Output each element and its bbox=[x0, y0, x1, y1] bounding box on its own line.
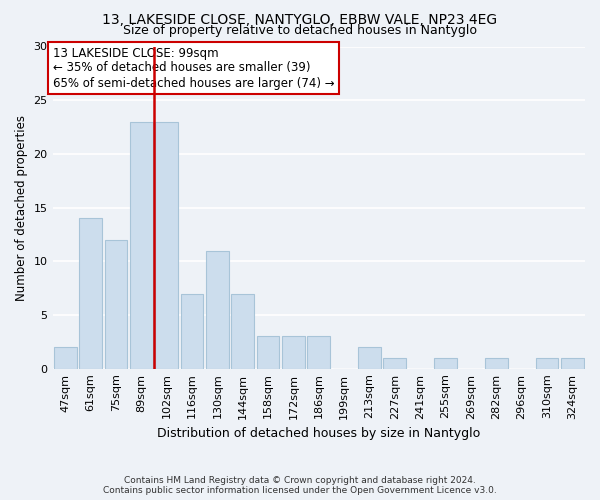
Bar bbox=[485, 358, 508, 368]
Bar bbox=[561, 358, 584, 368]
Bar bbox=[206, 250, 229, 368]
Bar bbox=[358, 347, 381, 368]
Bar bbox=[155, 122, 178, 368]
Bar bbox=[282, 336, 305, 368]
Bar bbox=[231, 294, 254, 368]
Bar bbox=[434, 358, 457, 368]
Bar bbox=[536, 358, 559, 368]
Bar bbox=[257, 336, 280, 368]
Text: Contains HM Land Registry data © Crown copyright and database right 2024.
Contai: Contains HM Land Registry data © Crown c… bbox=[103, 476, 497, 495]
Bar bbox=[79, 218, 102, 368]
X-axis label: Distribution of detached houses by size in Nantyglo: Distribution of detached houses by size … bbox=[157, 427, 481, 440]
Text: 13 LAKESIDE CLOSE: 99sqm
← 35% of detached houses are smaller (39)
65% of semi-d: 13 LAKESIDE CLOSE: 99sqm ← 35% of detach… bbox=[53, 46, 334, 90]
Y-axis label: Number of detached properties: Number of detached properties bbox=[15, 114, 28, 300]
Bar bbox=[130, 122, 152, 368]
Text: Size of property relative to detached houses in Nantyglo: Size of property relative to detached ho… bbox=[123, 24, 477, 37]
Bar bbox=[181, 294, 203, 368]
Bar bbox=[54, 347, 77, 368]
Bar bbox=[104, 240, 127, 368]
Bar bbox=[383, 358, 406, 368]
Text: 13, LAKESIDE CLOSE, NANTYGLO, EBBW VALE, NP23 4EG: 13, LAKESIDE CLOSE, NANTYGLO, EBBW VALE,… bbox=[103, 12, 497, 26]
Bar bbox=[307, 336, 330, 368]
